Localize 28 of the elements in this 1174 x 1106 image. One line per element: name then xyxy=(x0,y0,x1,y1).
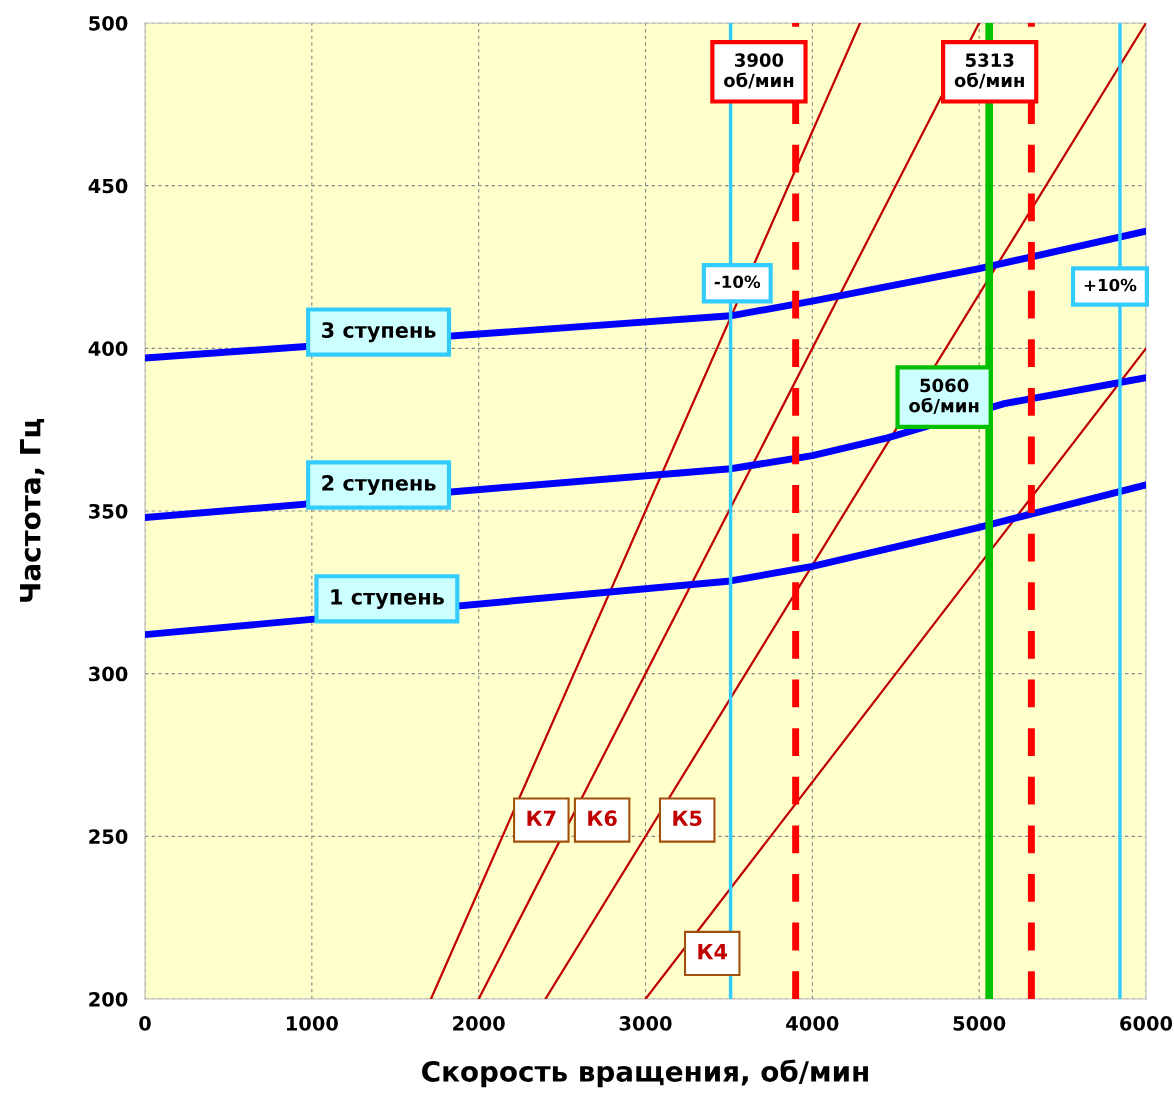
y-tick-label: 400 xyxy=(88,341,128,356)
y-tick-label: 500 xyxy=(89,15,128,31)
series-label: 2 ступень xyxy=(322,475,436,496)
x-tick-label: 1000 xyxy=(286,1016,338,1031)
y-tick-label: 250 xyxy=(89,829,128,844)
x-axis-title: Скорость вращения, об/мин xyxy=(422,1059,868,1088)
series-label: К6 xyxy=(588,810,617,827)
x-tick-label: 4000 xyxy=(786,1016,839,1031)
ref-line-label: 5060 об/мин xyxy=(909,378,979,414)
y-tick-label: 450 xyxy=(88,178,128,194)
annotation: -10% xyxy=(714,275,761,289)
y-axis-title: Частота, Гц xyxy=(20,419,45,602)
ref-line-label: 3900 об/мин xyxy=(723,53,794,89)
series-label: 1 ступень xyxy=(331,589,444,609)
ref-line-label: 5313 об/мин xyxy=(954,53,1024,89)
series-label: К4 xyxy=(698,944,728,960)
series-label: 3 ступень xyxy=(322,322,436,343)
x-tick-label: 5000 xyxy=(953,1016,1006,1031)
x-tick-label: 3000 xyxy=(619,1016,672,1031)
y-tick-label: 200 xyxy=(89,991,128,1007)
y-tick-label: 300 xyxy=(89,666,128,682)
x-tick-label: 6000 xyxy=(1120,1016,1173,1031)
annotation: +10% xyxy=(1084,278,1137,292)
series-label: К5 xyxy=(673,810,702,827)
series-label: К7 xyxy=(527,810,556,826)
y-tick-label: 350 xyxy=(89,503,128,519)
x-tick-label: 0 xyxy=(139,1016,151,1031)
x-tick-label: 2000 xyxy=(453,1016,505,1031)
